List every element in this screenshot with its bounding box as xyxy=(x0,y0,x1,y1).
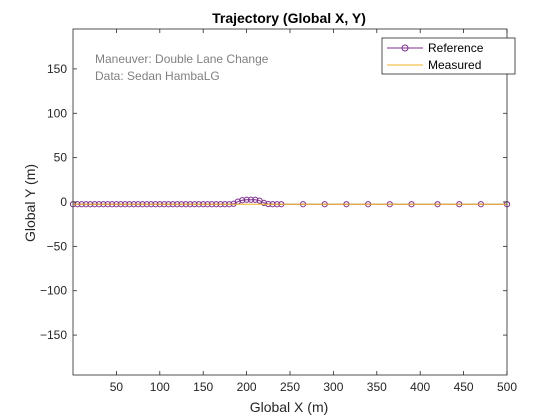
legend-box xyxy=(381,37,516,75)
x-tick-label: 150 xyxy=(193,380,213,394)
reference-point xyxy=(252,196,259,203)
x-tick-label: 400 xyxy=(410,380,430,394)
y-tick-label: 0 xyxy=(60,195,67,209)
legend-measured-label: Measured xyxy=(428,58,481,72)
x-tick-label: 450 xyxy=(454,380,474,394)
annotation-maneuver: Maneuver: Double Lane Change xyxy=(95,52,269,66)
chart-title: Trajectory (Global X, Y) xyxy=(212,10,366,26)
y-tick-label: 50 xyxy=(54,151,68,165)
x-axis-label: Global X (m) xyxy=(250,399,329,415)
ticks-layer: 50 100 150 200 250 300 350 400 450 500−150−100−50… xyxy=(40,29,517,394)
x-tick-label: 500 xyxy=(497,380,517,394)
y-tick-label: −100 xyxy=(40,284,67,298)
reference-point xyxy=(239,197,246,204)
series-layer xyxy=(69,196,511,208)
y-tick-label: 100 xyxy=(47,106,67,120)
y-tick-label: −150 xyxy=(40,328,67,342)
x-tick-label: 350 xyxy=(367,380,387,394)
legend-reference-label: Reference xyxy=(428,41,484,55)
x-tick-label: 100 xyxy=(150,380,170,394)
x-tick-label: 200 xyxy=(237,380,257,394)
x-tick-label: 250 xyxy=(280,380,300,394)
reference-point xyxy=(247,196,255,203)
x-tick-label: 300 xyxy=(323,380,343,394)
x-tick-label: 50 xyxy=(110,380,124,394)
y-tick-label: −50 xyxy=(47,239,68,253)
legend: Reference Measured xyxy=(381,37,516,75)
y-tick-label: 150 xyxy=(47,62,67,76)
annotation-data: Data: Sedan HambaLG xyxy=(95,69,220,83)
y-axis-label: Global Y (m) xyxy=(22,164,38,242)
reference-point xyxy=(260,199,268,206)
reference-point xyxy=(243,196,250,203)
legend-reference-marker xyxy=(401,44,409,52)
